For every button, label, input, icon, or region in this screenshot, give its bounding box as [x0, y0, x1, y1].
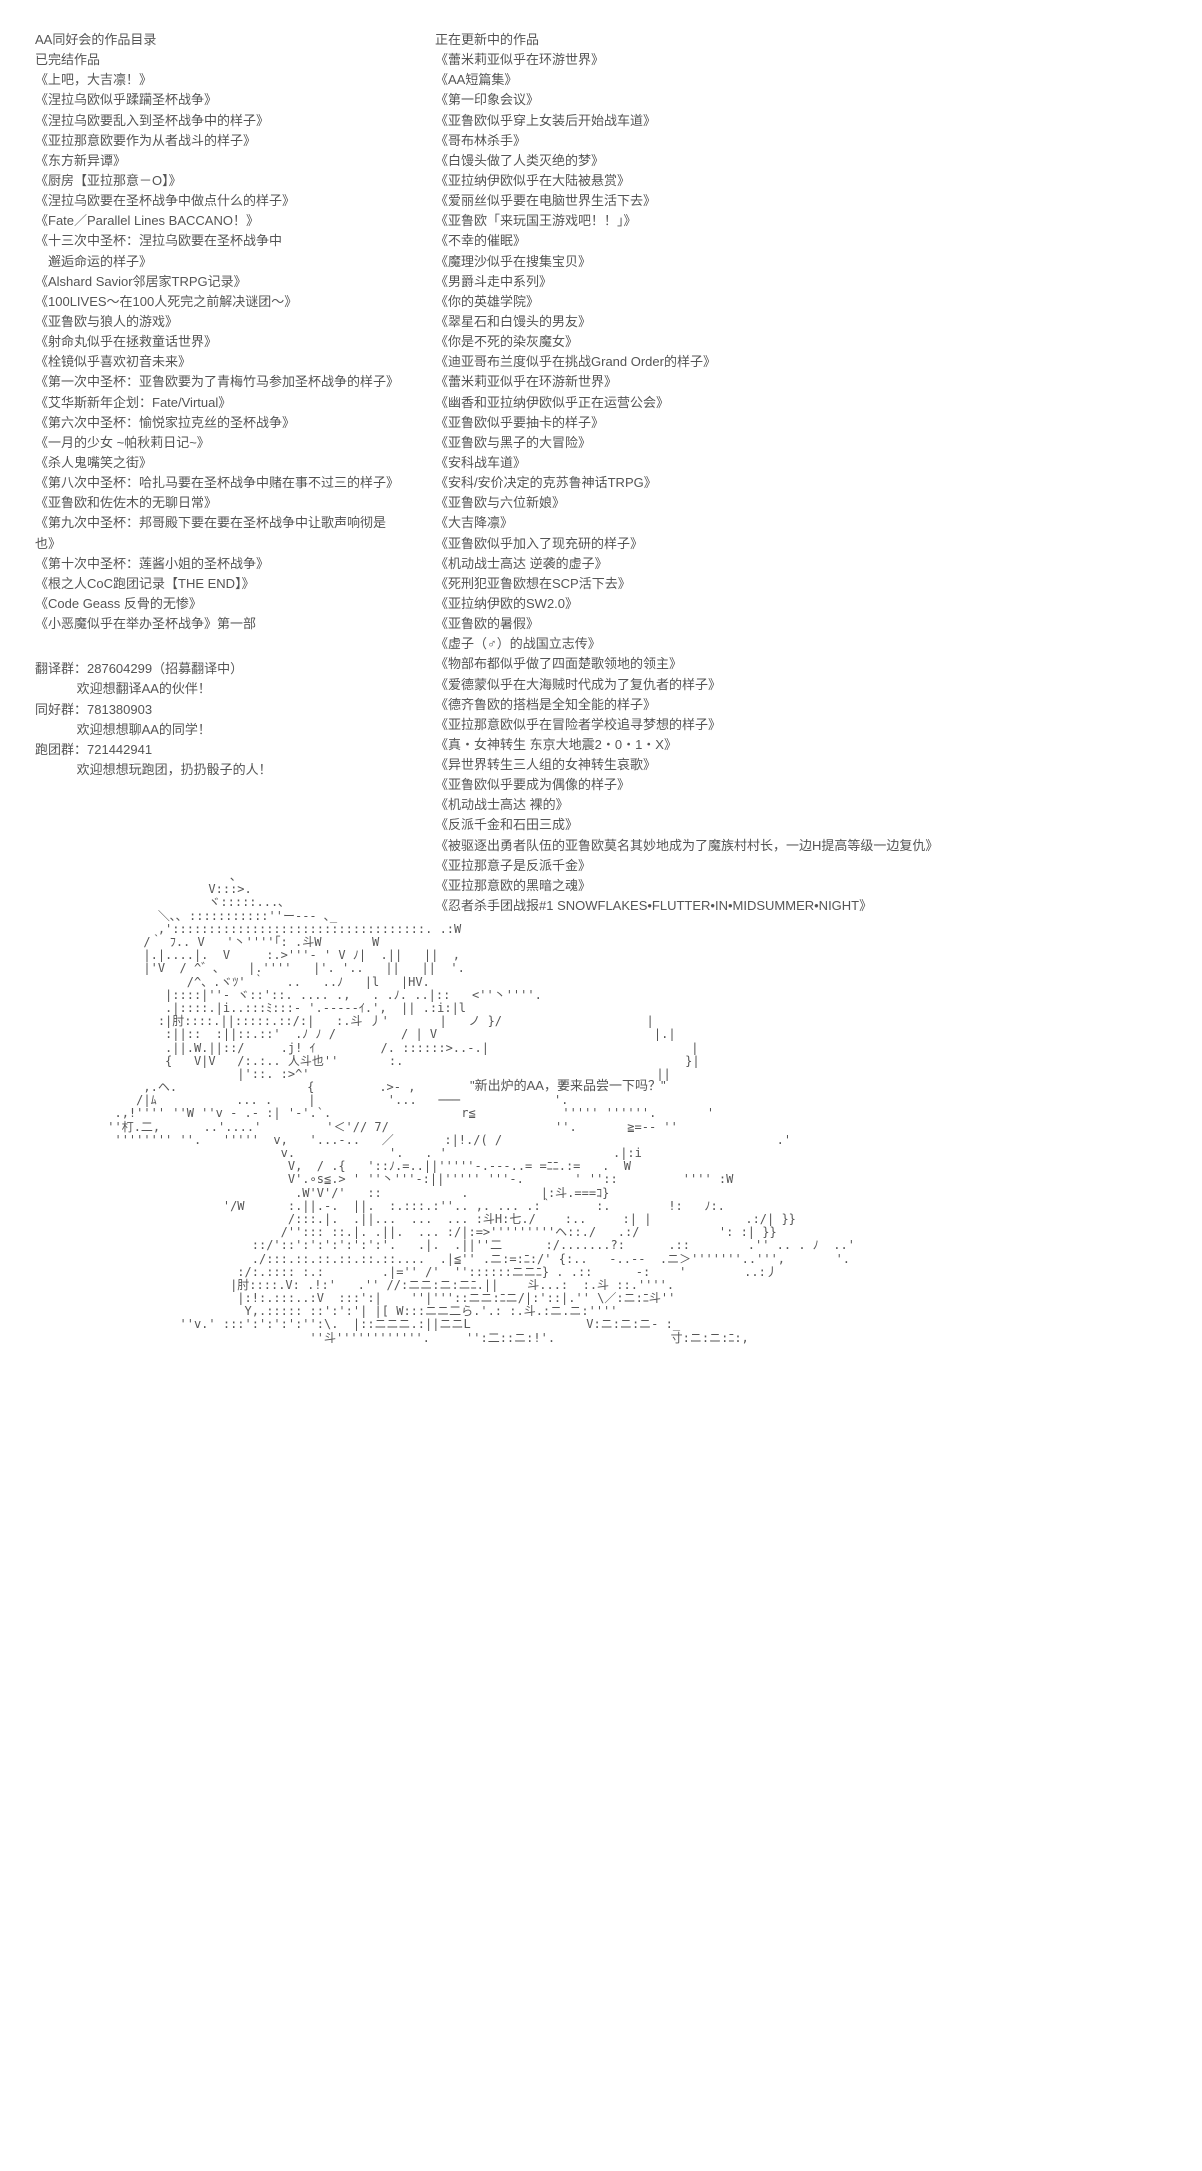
group-label: 翻译群：287604299（招募翻译中） — [35, 659, 395, 679]
work-item: 《德齐鲁欧的搭档是全知全能的样子》 — [435, 695, 1167, 715]
updating-section-title: 正在更新中的作品 — [435, 30, 1167, 50]
work-item: 《100LIVES～在100人死完之前解决谜团～》 — [35, 292, 395, 312]
work-item: 《哥布林杀手》 — [435, 131, 1167, 151]
work-item: 《忍者杀手团战报#1 SNOWFLAKES•FLUTTER•IN•MIDSUMM… — [435, 896, 1167, 916]
work-item: 《亚鲁欧与狼人的游戏》 — [35, 312, 395, 332]
work-item: 邂逅命运的样子》 — [35, 252, 395, 272]
work-item: 《杀人鬼嘴笑之街》 — [35, 453, 395, 473]
work-item: 《蕾米莉亚似乎在环游新世界》 — [435, 372, 1167, 392]
work-item: 《蕾米莉亚似乎在环游世界》 — [435, 50, 1167, 70]
work-item: 《Fate／Parallel Lines BACCANO！》 — [35, 211, 395, 231]
work-item: 《第一印象会议》 — [435, 90, 1167, 110]
work-item: 《上吧，大吉凛！》 — [35, 70, 395, 90]
work-item: 《第八次中圣杯：哈扎马要在圣杯战争中赌在事不过三的样子》 — [35, 473, 395, 493]
work-item: 《大吉降凛》 — [435, 513, 1167, 533]
group-sub: 欢迎想翻译AA的伙伴！ — [35, 679, 395, 699]
work-item: 《十三次中圣杯：涅拉乌欧要在圣杯战争中 — [35, 231, 395, 251]
work-item: 《第一次中圣杯：亚鲁欧要为了青梅竹马参加圣杯战争的样子》 — [35, 372, 395, 392]
work-item: 《第十次中圣杯：莲酱小姐的圣杯战争》 — [35, 554, 395, 574]
work-item: 《亚鲁欧似乎加入了现充研的样子》 — [435, 534, 1167, 554]
work-item: 《射命丸似乎在拯救童话世界》 — [35, 332, 395, 352]
work-item: 《安科/安价决定的克苏鲁神话TRPG》 — [435, 473, 1167, 493]
work-item: 《你的英雄学院》 — [435, 292, 1167, 312]
group-label: 同好群：781380903 — [35, 700, 395, 720]
work-item: 《不幸的催眠》 — [435, 231, 1167, 251]
work-item: 《艾华斯新年企划：Fate/Virtual》 — [35, 393, 395, 413]
work-item: 《Code Geass 反骨的无惨》 — [35, 594, 395, 614]
work-item: 《第六次中圣杯：愉悦家拉克丝的圣杯战争》 — [35, 413, 395, 433]
work-item: 《安科战车道》 — [435, 453, 1167, 473]
work-item: 《亚鲁欧似乎穿上女装后开始战车道》 — [435, 111, 1167, 131]
work-item: 《亚鲁欧「来玩国王游戏吧！！」》 — [435, 211, 1167, 231]
work-item: 《男爵斗走中系列》 — [435, 272, 1167, 292]
work-item: 《Alshard Savior邻居家TRPG记录》 — [35, 272, 395, 292]
work-item: 《翠星石和白馒头的男友》 — [435, 312, 1167, 332]
work-item: 《异世界转生三人组的女神转生哀歌》 — [435, 755, 1167, 775]
catalog-title: AA同好会的作品目录 — [35, 30, 395, 50]
work-item: 《东方新异谭》 — [35, 151, 395, 171]
group-sub: 欢迎想想聊AA的同学！ — [35, 720, 395, 740]
contact-groups: 翻译群：287604299（招募翻译中）欢迎想翻译AA的伙伴！同好群：78138… — [35, 659, 395, 780]
work-item: 《机动战士高达 逆袭的虚子》 — [435, 554, 1167, 574]
work-item: 《真・女神转生 东京大地震2・0・1・X》 — [435, 735, 1167, 755]
work-item: 《亚鲁欧和佐佐木的无聊日常》 — [35, 493, 395, 513]
work-item: 《死刑犯亚鲁欧想在SCP活下去》 — [435, 574, 1167, 594]
work-item: 《亚拉纳伊欧的SW2.0》 — [435, 594, 1167, 614]
work-item: 《涅拉乌欧要乱入到圣杯战争中的样子》 — [35, 111, 395, 131]
work-item: 《亚拉纳伊欧似乎在大陆被悬赏》 — [435, 171, 1167, 191]
quote-text: "新出炉的AA，要来品尝一下吗？" — [435, 1076, 1167, 1096]
work-item: 《虚子（♂）的战国立志传》 — [435, 634, 1167, 654]
work-item: 《白馒头做了人类灭绝的梦》 — [435, 151, 1167, 171]
work-item: 《机动战士高达 裸的》 — [435, 795, 1167, 815]
completed-section-title: 已完结作品 — [35, 50, 395, 70]
work-item: 《栓镜似乎喜欢初音未来》 — [35, 352, 395, 372]
work-item: 《AA短篇集》 — [435, 70, 1167, 90]
work-item: 《亚鲁欧与黑子的大冒险》 — [435, 433, 1167, 453]
work-item: 《亚鲁欧似乎要成为偶像的样子》 — [435, 775, 1167, 795]
updating-works-list: 《蕾米莉亚似乎在环游世界》《AA短篇集》《第一印象会议》《亚鲁欧似乎穿上女装后开… — [435, 50, 1167, 916]
work-item: 《一月的少女 ~帕秋莉日记~》 — [35, 433, 395, 453]
work-item: 《迪亚哥布兰度似乎在挑战Grand Order的样子》 — [435, 352, 1167, 372]
work-item: 《爱丽丝似乎要在电脑世界生活下去》 — [435, 191, 1167, 211]
work-item: 《亚拉那意欧要作为从者战斗的样子》 — [35, 131, 395, 151]
work-item: 《涅拉乌欧要在圣杯战争中做点什么的样子》 — [35, 191, 395, 211]
ascii-art: ､ V:::>. ヾ:::::...､ ＼､､ :::::::::::''ー--… — [35, 870, 395, 1345]
work-item: 《亚拉那意欧似乎在冒险者学校追寻梦想的样子》 — [435, 715, 1167, 735]
work-item: 《亚拉那意欧的黑暗之魂》 — [435, 876, 1167, 896]
work-item: 《亚鲁欧的暑假》 — [435, 614, 1167, 634]
work-item: 《小恶魔似乎在举办圣杯战争》第一部 — [35, 614, 395, 634]
group-label: 跑团群：721442941 — [35, 740, 395, 760]
work-item: 《反派千金和石田三成》 — [435, 815, 1167, 835]
completed-works-list: 《上吧，大吉凛！》《涅拉乌欧似乎蹂躏圣杯战争》《涅拉乌欧要乱入到圣杯战争中的样子… — [35, 70, 395, 634]
work-item: 《根之人CoC跑团记录【THE END】》 — [35, 574, 395, 594]
work-item: 《幽香和亚拉纳伊欧似乎正在运营公会》 — [435, 393, 1167, 413]
work-item: 《被驱逐出勇者队伍的亚鲁欧莫名其妙地成为了魔族村村长，一边H提高等级一边复仇》 — [435, 836, 1167, 856]
work-item: 《你是不死的染灰魔女》 — [435, 332, 1167, 352]
work-item: 《厨房【亚拉那意－O】》 — [35, 171, 395, 191]
work-item: 《爱德蒙似乎在大海贼时代成为了复仇者的样子》 — [435, 675, 1167, 695]
work-item: 《物部布都似乎做了四面楚歌领地的领主》 — [435, 654, 1167, 674]
work-item: 《亚鲁欧与六位新娘》 — [435, 493, 1167, 513]
work-item: 《亚鲁欧似乎要抽卡的样子》 — [435, 413, 1167, 433]
work-item: 《亚拉那意子是反派千金》 — [435, 856, 1167, 876]
work-item: 《第九次中圣杯：邦哥殿下要在要在圣杯战争中让歌声响彻是也》 — [35, 513, 395, 553]
work-item: 《涅拉乌欧似乎蹂躏圣杯战争》 — [35, 90, 395, 110]
work-item: 《魔理沙似乎在搜集宝贝》 — [435, 252, 1167, 272]
group-sub: 欢迎想想玩跑团，扔扔骰子的人！ — [35, 760, 395, 780]
